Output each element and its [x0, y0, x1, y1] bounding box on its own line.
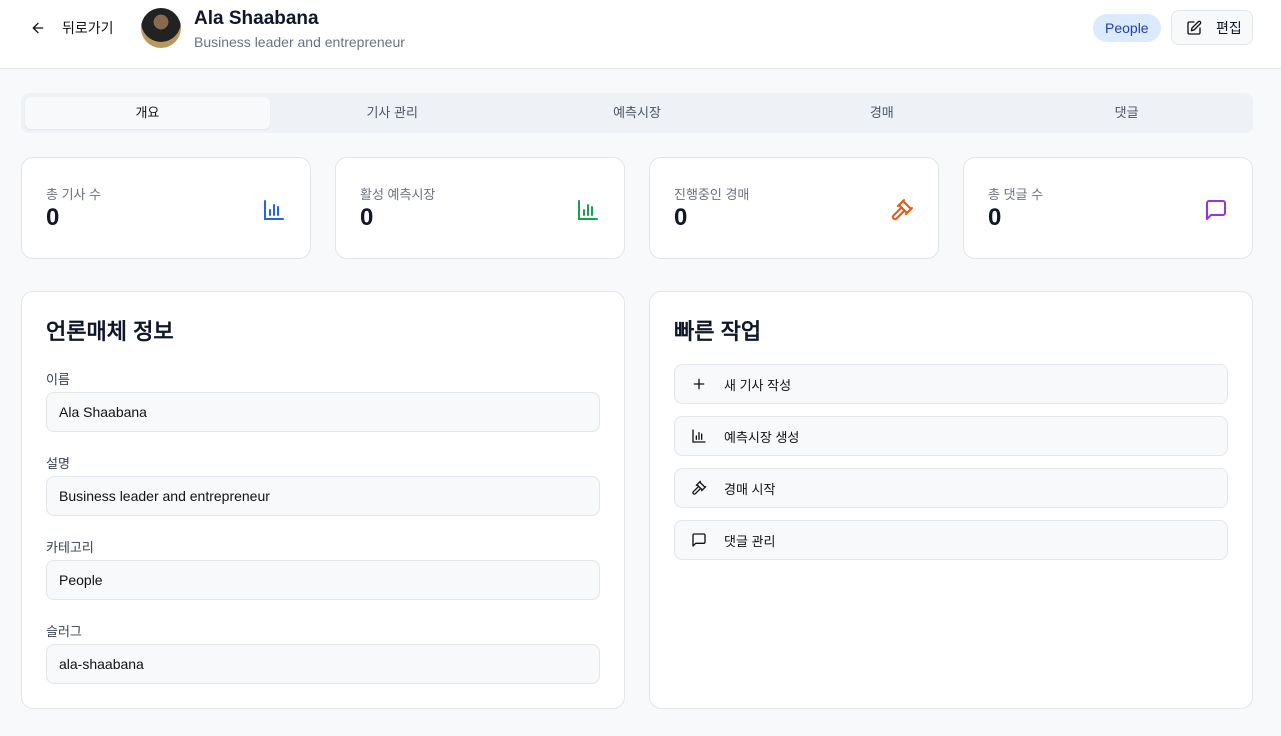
create-market-button[interactable]: 예측시장 생성 — [674, 416, 1228, 456]
panel-title: 빠른 작업 — [674, 319, 762, 344]
bar-chart-icon — [578, 200, 598, 220]
bar-chart-icon — [692, 429, 706, 443]
message-square-icon — [1206, 200, 1226, 220]
description-label: 설명 — [46, 456, 70, 471]
back-label: 뒤로가기 — [62, 20, 114, 36]
category-field[interactable]: People — [46, 560, 600, 600]
action-label: 새 기사 작성 — [724, 377, 792, 393]
tab-bar: 개요 기사 관리 예측시장 경매 댓글 — [21, 93, 1253, 133]
page-title: Ala Shaabana — [194, 8, 319, 29]
tab-auctions[interactable]: 경매 — [869, 105, 894, 120]
page-subtitle: Business leader and entrepreneur — [194, 34, 405, 50]
stat-card-comments: 총 댓글 수 0 — [963, 157, 1253, 259]
arrow-left-icon — [32, 22, 44, 34]
stat-value: 0 — [46, 204, 60, 231]
slug-field[interactable]: ala-shaabana — [46, 644, 600, 684]
name-label: 이름 — [46, 372, 70, 387]
stat-label: 총 기사 수 — [46, 187, 102, 202]
slug-label: 슬러그 — [46, 624, 82, 639]
avatar — [141, 8, 181, 48]
edit-icon — [1187, 20, 1202, 35]
stat-value: 0 — [988, 204, 1002, 231]
stat-label: 총 댓글 수 — [988, 187, 1044, 202]
category-label: 카테고리 — [46, 540, 94, 555]
name-field[interactable]: Ala Shaabana — [46, 392, 600, 432]
bar-chart-icon — [264, 200, 284, 220]
stat-card-markets: 활성 예측시장 0 — [335, 157, 625, 259]
new-article-button[interactable]: 새 기사 작성 — [674, 364, 1228, 404]
message-square-icon — [692, 533, 706, 547]
stat-card-auctions: 진행중인 경매 0 — [649, 157, 939, 259]
gavel-icon — [891, 199, 913, 221]
category-badge: People — [1093, 14, 1161, 42]
action-label: 경매 시작 — [724, 481, 776, 497]
manage-comments-button[interactable]: 댓글 관리 — [674, 520, 1228, 560]
description-field[interactable]: Business leader and entrepreneur — [46, 476, 600, 516]
stat-card-articles: 총 기사 수 0 — [21, 157, 311, 259]
gavel-icon — [692, 480, 707, 495]
quick-actions-panel: 빠른 작업 새 기사 작성 예측시장 생성 경매 시작 댓글 관리 — [649, 291, 1253, 709]
action-label: 예측시장 생성 — [724, 429, 800, 445]
tab-prediction-markets[interactable]: 예측시장 — [613, 105, 661, 120]
stat-value: 0 — [674, 204, 688, 231]
media-info-panel: 언론매체 정보 이름 Ala Shaabana 설명 Business lead… — [21, 291, 625, 709]
back-button[interactable]: 뒤로가기 — [30, 18, 114, 38]
plus-icon — [693, 378, 705, 390]
action-label: 댓글 관리 — [724, 533, 776, 549]
stat-value: 0 — [360, 204, 374, 231]
start-auction-button[interactable]: 경매 시작 — [674, 468, 1228, 508]
edit-button[interactable]: 편집 — [1171, 10, 1253, 45]
tab-overview[interactable]: 개요 — [25, 97, 270, 129]
panel-title: 언론매체 정보 — [46, 319, 174, 344]
tab-comments[interactable]: 댓글 — [1114, 105, 1139, 120]
stat-label: 진행중인 경매 — [674, 187, 750, 202]
edit-label: 편집 — [1216, 19, 1242, 36]
stat-label: 활성 예측시장 — [360, 187, 436, 202]
tab-articles[interactable]: 기사 관리 — [366, 105, 418, 120]
page-header: 뒤로가기 Ala Shaabana Business leader and en… — [0, 0, 1281, 69]
